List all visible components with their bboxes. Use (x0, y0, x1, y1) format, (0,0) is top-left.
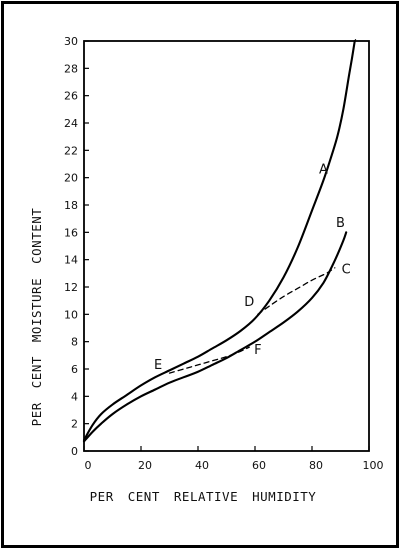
curve-label-b: B (336, 216, 345, 231)
series-layer (82, 38, 357, 443)
y-tick-label: 24 (64, 117, 78, 130)
x-tick-label: 0 (85, 459, 92, 472)
y-tick-label: 2 (71, 418, 78, 431)
series-line-a-extension (354, 38, 357, 42)
y-tick-label: 20 (64, 172, 78, 185)
y-tick-label: 0 (71, 445, 78, 458)
y-tick-label: 16 (64, 226, 78, 239)
y-tick-label: 30 (64, 35, 78, 48)
x-tick-label: 20 (138, 459, 152, 472)
y-tick-label: 8 (71, 336, 78, 349)
x-tick-label: 60 (252, 459, 266, 472)
y-tick-label: 22 (64, 144, 78, 157)
series-line-c (257, 267, 336, 315)
y-tick-label: 18 (64, 199, 78, 212)
x-tick-label: 40 (195, 459, 209, 472)
y-tick-label: 12 (64, 281, 78, 294)
plot-frame (83, 40, 370, 452)
y-tick-label: 10 (64, 308, 78, 321)
curve-labels: A B C D E F (154, 163, 351, 373)
x-axis-title: PER CENT RELATIVE HUMIDITY (90, 489, 317, 504)
x-axis: 0 20 40 60 80 100 (83, 446, 384, 472)
y-tick-label: 4 (71, 390, 78, 403)
curve-label-e: E (154, 358, 162, 373)
y-tick-label: 6 (71, 363, 78, 376)
x-tick-label: 100 (363, 459, 384, 472)
y-tick-label: 28 (64, 62, 78, 75)
curve-label-a: A (319, 163, 328, 178)
series-line-e (168, 346, 250, 374)
x-tick-label: 80 (309, 459, 323, 472)
y-tick-label: 26 (64, 90, 78, 103)
y-axis-title: PER CENT MOISTURE CONTENT (29, 208, 44, 427)
curve-label-d: D (244, 295, 254, 310)
curve-label-f: F (254, 343, 261, 358)
curve-label-c: C (342, 262, 351, 277)
series-line-a (82, 39, 356, 442)
series-line-b (82, 231, 348, 443)
y-tick-label: 14 (64, 254, 78, 267)
